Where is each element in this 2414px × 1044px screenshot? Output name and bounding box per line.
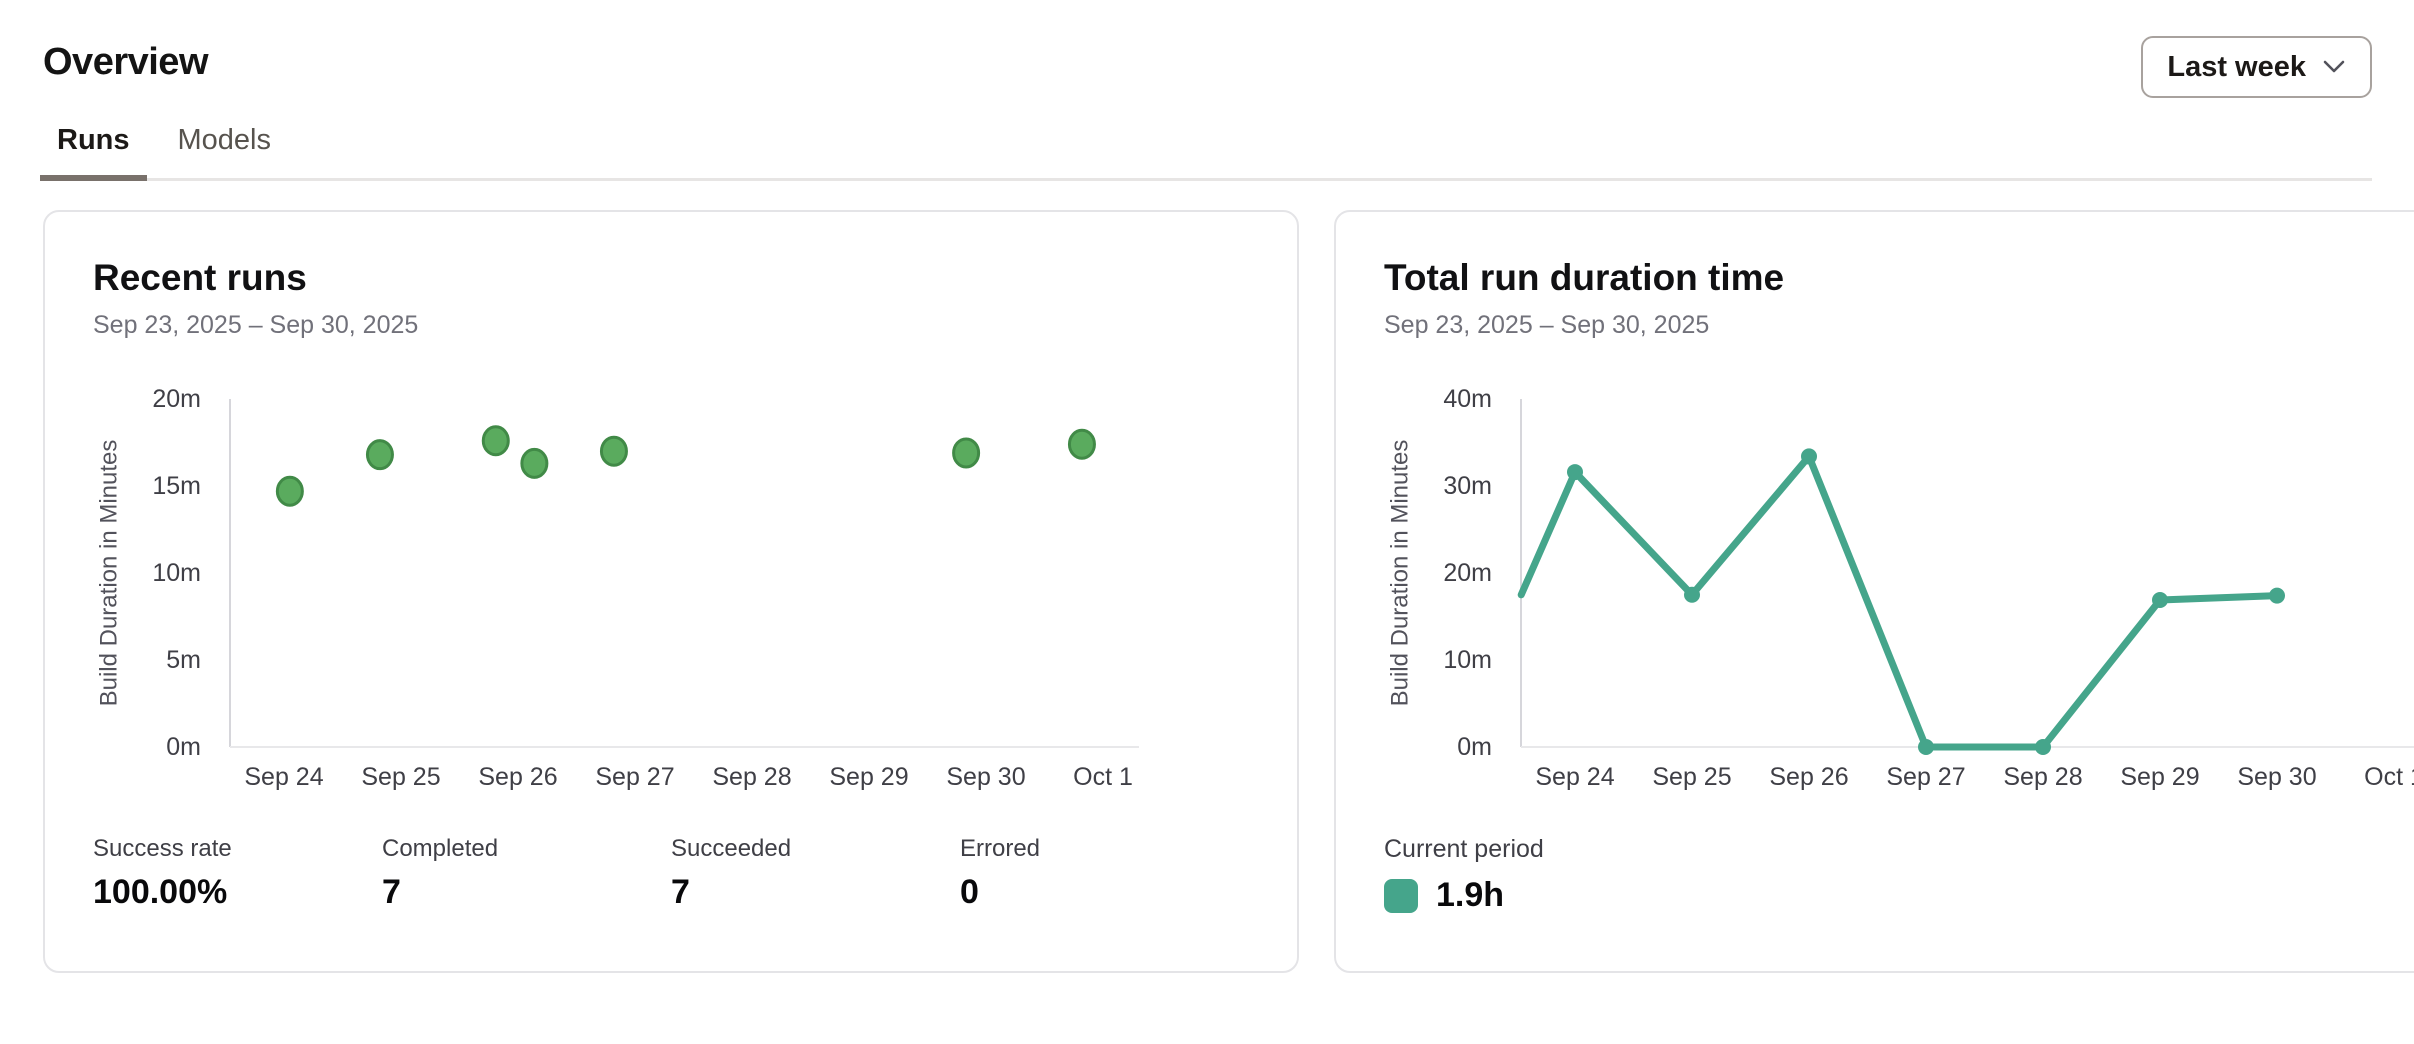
data-point[interactable] bbox=[2035, 739, 2051, 755]
data-point[interactable] bbox=[1918, 739, 1934, 755]
stat-label: Completed bbox=[382, 835, 499, 862]
x-tick-label: Sep 24 bbox=[244, 763, 323, 791]
run-stats: Success rate 100.00% Completed 7 Succeed… bbox=[93, 834, 1249, 912]
data-point[interactable] bbox=[275, 475, 304, 507]
x-tick-label: Sep 30 bbox=[946, 763, 1025, 791]
stat-value: 7 bbox=[382, 873, 401, 911]
y-tick-label: 0m bbox=[1457, 733, 1492, 761]
data-point[interactable] bbox=[481, 425, 510, 457]
y-tick-label: 30m bbox=[1443, 472, 1492, 500]
y-axis-title: Build Duration in Minutes bbox=[96, 440, 123, 707]
stat-succeeded: Succeeded 7 bbox=[671, 834, 960, 912]
y-tick-label: 20m bbox=[1443, 559, 1492, 587]
page-root: Overview Last week Runs Models Recent ru… bbox=[0, 0, 2414, 973]
x-tick-label: Sep 24 bbox=[1535, 763, 1614, 791]
data-point[interactable] bbox=[520, 447, 549, 479]
data-point[interactable] bbox=[1801, 448, 1817, 465]
card-date-range: Sep 23, 2025 – Sep 30, 2025 bbox=[1384, 311, 1710, 339]
stat-value: 100.00% bbox=[93, 873, 228, 911]
data-point[interactable] bbox=[952, 437, 981, 469]
legend-value: 1.9h bbox=[1436, 876, 1505, 914]
cards-row: Recent runs Sep 23, 2025 – Sep 30, 2025 … bbox=[43, 210, 2414, 973]
x-tick-label: Sep 27 bbox=[1886, 763, 1965, 791]
x-tick-label: Oct 1 bbox=[2364, 763, 2414, 791]
data-point[interactable] bbox=[2152, 591, 2168, 608]
scatter-chart-svg: 0m 5m 10m 15m 20m Sep 24 Sep 25 Sep 26 Sep 27 Sep… bbox=[96, 385, 1139, 791]
stat-success-rate: Success rate 100.00% bbox=[93, 834, 382, 912]
x-tick-label: Sep 25 bbox=[361, 763, 440, 791]
data-point[interactable] bbox=[599, 435, 628, 467]
stat-errored: Errored 0 bbox=[960, 834, 1249, 912]
period-selector-label: Last week bbox=[2167, 50, 2306, 83]
line-chart-svg: 0m 10m 20m 30m 40m Sep 24 Sep 25 Sep 26 Sep 27 Se… bbox=[1387, 385, 2414, 791]
x-tick-label: Sep 29 bbox=[829, 763, 908, 791]
x-tick-label: Sep 29 bbox=[2120, 763, 2199, 791]
x-tick-label: Sep 26 bbox=[478, 763, 557, 791]
data-point[interactable] bbox=[365, 439, 394, 471]
total-duration-chart: 0m 10m 20m 30m 40m Sep 24 Sep 25 Sep 26 Sep 27 Se… bbox=[1384, 385, 2414, 796]
recent-runs-chart: 0m 5m 10m 15m 20m Sep 24 Sep 25 Sep 26 Sep 27 Sep… bbox=[93, 385, 1249, 796]
card-total-run-duration: Total run duration time Sep 23, 2025 – S… bbox=[1334, 210, 2414, 973]
stat-label: Errored bbox=[960, 835, 1041, 862]
card-recent-runs: Recent runs Sep 23, 2025 – Sep 30, 2025 … bbox=[43, 210, 1299, 973]
card-date-range: Sep 23, 2025 – Sep 30, 2025 bbox=[93, 311, 419, 339]
chevron-down-icon bbox=[2322, 59, 2346, 75]
x-tick-label: Sep 25 bbox=[1652, 763, 1731, 791]
page-header: Overview Last week bbox=[0, 0, 2414, 98]
stat-value: 7 bbox=[671, 873, 690, 911]
y-tick-label: 0m bbox=[166, 733, 201, 761]
x-tick-label: Sep 26 bbox=[1769, 763, 1848, 791]
x-tick-label: Sep 28 bbox=[2003, 763, 2082, 791]
stat-label: Succeeded bbox=[671, 835, 792, 862]
data-point[interactable] bbox=[2269, 587, 2285, 604]
tab-runs[interactable]: Runs bbox=[40, 124, 147, 181]
legend-swatch bbox=[1384, 878, 1418, 913]
tab-models[interactable]: Models bbox=[177, 124, 272, 156]
card-title: Total run duration time bbox=[1384, 257, 1785, 298]
y-tick-label: 10m bbox=[152, 559, 201, 587]
tab-bar: Runs Models bbox=[40, 124, 2372, 181]
stat-label: Success rate bbox=[93, 835, 232, 862]
card-title: Recent runs bbox=[93, 257, 307, 298]
chart-legend: Current period 1.9h bbox=[1384, 834, 2414, 915]
data-point[interactable] bbox=[1684, 586, 1700, 603]
y-tick-label: 40m bbox=[1443, 386, 1492, 413]
y-tick-label: 20m bbox=[152, 386, 201, 413]
x-tick-label: Sep 30 bbox=[2237, 763, 2316, 791]
data-point[interactable] bbox=[1567, 464, 1583, 481]
period-selector-button[interactable]: Last week bbox=[2141, 36, 2372, 98]
stat-completed: Completed 7 bbox=[382, 834, 671, 912]
y-axis-title: Build Duration in Minutes bbox=[1387, 440, 1414, 707]
legend-label: Current period bbox=[1384, 835, 1544, 863]
x-tick-label: Sep 28 bbox=[712, 763, 791, 791]
y-tick-label: 10m bbox=[1443, 646, 1492, 674]
page-title: Overview bbox=[43, 41, 209, 83]
x-tick-label: Oct 1 bbox=[1073, 763, 1133, 791]
legend-row: 1.9h bbox=[1384, 876, 2414, 915]
x-tick-label: Sep 27 bbox=[595, 763, 674, 791]
trend-line bbox=[1517, 452, 2281, 751]
y-tick-label: 5m bbox=[166, 646, 201, 674]
y-tick-label: 15m bbox=[152, 472, 201, 500]
data-point[interactable] bbox=[1067, 428, 1096, 460]
stat-value: 0 bbox=[960, 873, 979, 911]
